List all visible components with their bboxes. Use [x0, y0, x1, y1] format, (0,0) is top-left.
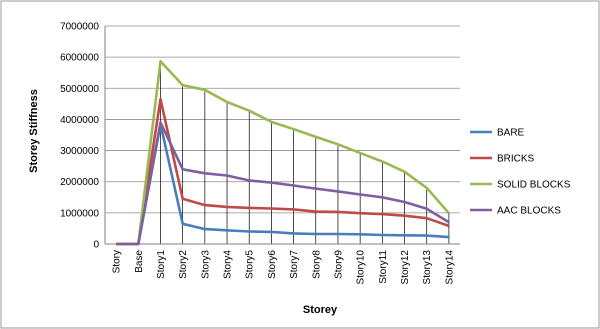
x-tick-label: Base — [134, 250, 145, 273]
series-line-aac-blocks — [116, 121, 450, 246]
gridlines — [105, 25, 460, 214]
x-tick-label: Story8 — [311, 250, 322, 279]
y-tick-label: 1000000 — [60, 208, 99, 219]
x-axis-title: Storey — [303, 304, 338, 316]
legend-label-aac-blocks: AAC BLOCKS — [497, 206, 561, 217]
x-tick-label: Story11 — [378, 250, 389, 284]
x-tick-label: Story2 — [178, 250, 189, 279]
x-tick-label: Story14 — [444, 250, 455, 285]
y-tick-label: 6000000 — [60, 53, 99, 64]
y-tick-label: 0 — [93, 240, 99, 251]
x-tick-label: Story1 — [156, 250, 167, 279]
x-tick-label: Story7 — [289, 250, 300, 279]
y-tick-label: 7000000 — [60, 22, 99, 33]
legend-label-bare: BARE — [497, 128, 525, 139]
x-tick-label: Story3 — [200, 250, 211, 279]
y-axis-title: Storey Stiffness — [28, 89, 40, 173]
drop-lines — [160, 61, 450, 244]
y-tick-label: 2000000 — [60, 177, 99, 188]
legend: BARE BRICKS SOLID BLOCKS AAC BLOCKS — [470, 128, 571, 217]
x-tick-label: Story12 — [400, 250, 411, 285]
series-lines — [116, 59, 450, 246]
x-tick-label: Story4 — [223, 250, 234, 279]
legend-label-solid-blocks: SOLID BLOCKS — [497, 180, 571, 191]
x-tick-label: Story — [112, 250, 123, 273]
x-tick-labels: Story Base Story1 Story2 Story3 Story4 Story5 S… — [112, 250, 456, 285]
x-tick-label: Story6 — [267, 250, 278, 279]
series-line-solid-blocks — [116, 59, 450, 246]
x-tick-label: Story9 — [333, 250, 344, 279]
y-tick-label: 5000000 — [60, 84, 99, 95]
x-tick-label: Story5 — [245, 250, 256, 279]
y-tick-label: 3000000 — [60, 146, 99, 157]
series-line-bricks — [116, 97, 450, 246]
axes — [104, 26, 460, 245]
series-line-bare — [116, 122, 449, 246]
legend-label-bricks: BRICKS — [497, 154, 535, 165]
x-tick-label: Story13 — [422, 250, 433, 285]
x-tick-label: Story10 — [356, 250, 367, 285]
y-tick-labels: 0 1000000 2000000 3000000 4000000 5000000 6000… — [60, 22, 99, 251]
y-tick-label: 4000000 — [60, 115, 99, 126]
